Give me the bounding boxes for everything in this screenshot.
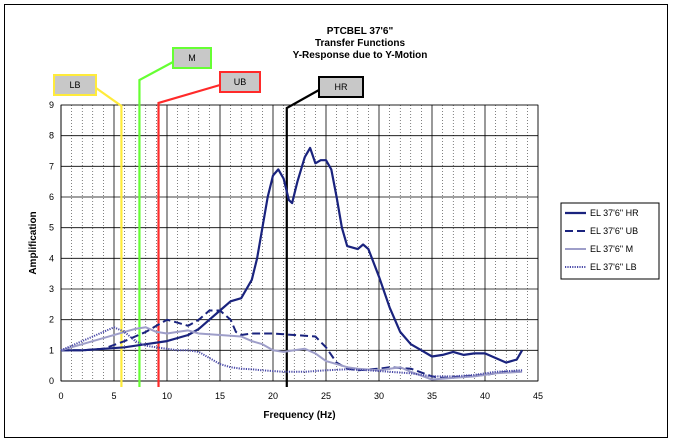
y-tick-label: 5 (49, 223, 54, 233)
y-tick-label: 3 (49, 284, 54, 294)
x-tick-label: 40 (480, 391, 490, 401)
x-tick-label: 5 (111, 391, 116, 401)
chart-title-line-2: Transfer Functions (315, 38, 405, 49)
series-line-3 (60, 326, 523, 381)
x-tick-label: 45 (533, 391, 543, 401)
marker-label-lb: LB (69, 80, 80, 90)
marker-box-ub (219, 71, 261, 93)
y-tick-label: 9 (49, 100, 54, 110)
chart-title: PTCBEL 37'6"Transfer FunctionsY-Response… (293, 26, 428, 61)
x-tick-label: 35 (427, 391, 437, 401)
y-axis-ticks: 0 1 2 3 4 5 6 7 8 9 (49, 100, 54, 386)
marker-label-hr: HR (335, 82, 348, 92)
series-line-1 (61, 146, 524, 364)
y-tick-label: 1 (49, 345, 54, 355)
y-tick-label: 8 (49, 131, 54, 141)
legend-label-2: EL 37'6" UB (590, 226, 638, 236)
y-tick-label: 6 (49, 192, 54, 202)
x-tick-label: 0 (58, 391, 63, 401)
x-tick-label: 25 (321, 391, 331, 401)
marker-line-ub (157, 83, 221, 387)
x-axis-ticks: 0 5 10 15 20 25 30 35 40 45 (58, 391, 543, 401)
chart-title-line-1: PTCBEL 37'6" (327, 26, 394, 37)
marker-line-hr (285, 89, 320, 387)
series-line-4 (60, 326, 523, 378)
marker-box-m (172, 47, 212, 69)
legend-label-3: EL 37'6" M (590, 244, 633, 254)
marker-box-lb (53, 74, 97, 96)
marker-label-m: M (188, 53, 196, 63)
marker-line-m (138, 61, 174, 387)
x-tick-label: 10 (162, 391, 172, 401)
y-axis-label: Amplification (28, 211, 39, 274)
y-tick-label: 4 (49, 253, 54, 263)
frequency-markers: LB M UB HR (53, 47, 364, 387)
x-axis-label: Frequency (Hz) (263, 410, 335, 421)
x-tick-label: 30 (374, 391, 384, 401)
legend: EL 37'6" HR EL 37'6" UB EL 37'6" M EL 37'6"… (560, 202, 660, 280)
marker-label-ub: UB (234, 77, 247, 87)
series-lines (60, 146, 524, 381)
x-tick-label: 15 (215, 391, 225, 401)
y-tick-label: 2 (49, 315, 54, 325)
legend-label-4: EL 37'6" LB (590, 262, 637, 272)
legend-label-1: EL 37'6" HR (590, 208, 639, 218)
marker-line-lb (95, 87, 123, 387)
y-tick-label: 7 (49, 161, 54, 171)
chart-title-line-3: Y-Response due to Y-Motion (293, 50, 428, 61)
y-tick-label: 0 (49, 376, 54, 386)
marker-box-hr (318, 76, 364, 98)
x-tick-label: 20 (268, 391, 278, 401)
